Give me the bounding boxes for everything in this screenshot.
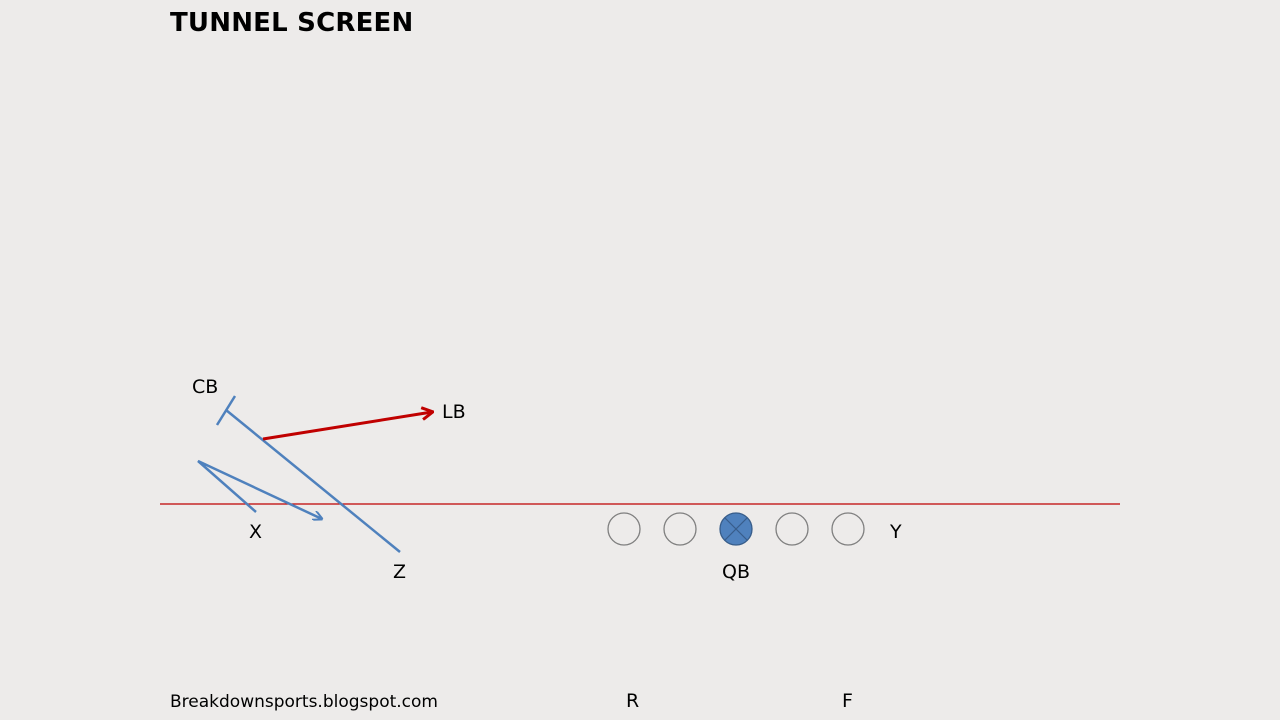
- label-f: F: [842, 690, 853, 712]
- x-route-line: [197, 459, 322, 519]
- label-y: Y: [890, 521, 902, 543]
- diagram-title: TUNNEL SCREEN: [170, 8, 414, 38]
- label-cb: CB: [192, 376, 219, 398]
- z-route-line: [225, 409, 401, 553]
- lineman-right-tackle: [831, 512, 865, 546]
- label-lb: LB: [442, 401, 466, 423]
- label-z: Z: [393, 561, 407, 583]
- lineman-left-guard: [663, 512, 697, 546]
- lineman-left-tackle: [607, 512, 641, 546]
- label-x: X: [249, 521, 263, 543]
- center-marker: [719, 512, 753, 546]
- source-credit: Breakdownsports.blogspot.com: [170, 692, 438, 712]
- lb-pursuit-arrow: [262, 412, 432, 441]
- label-qb: QB: [722, 561, 750, 583]
- label-r: R: [626, 690, 640, 712]
- lineman-right-guard: [775, 512, 809, 546]
